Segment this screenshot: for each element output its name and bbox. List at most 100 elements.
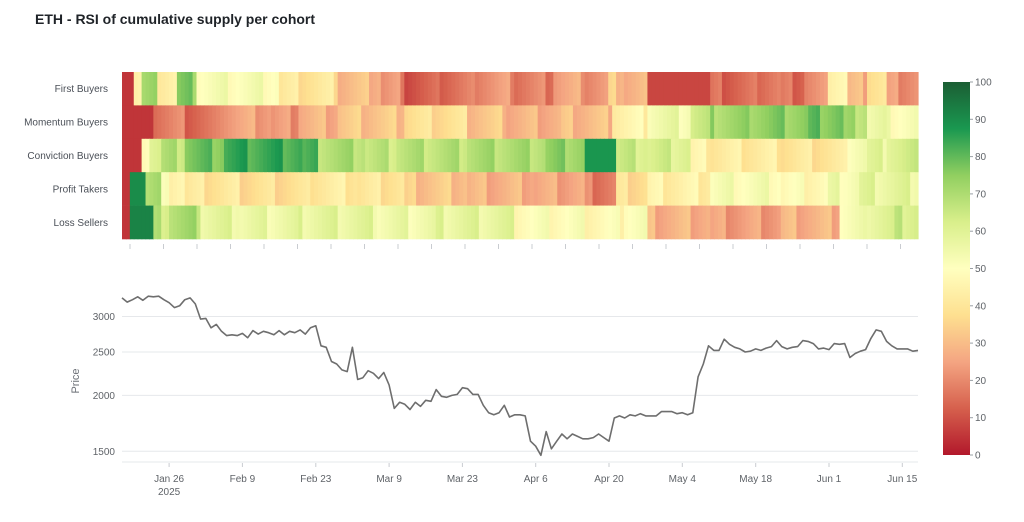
heatmap-cell bbox=[914, 72, 919, 106]
heatmap-cell bbox=[220, 105, 225, 140]
heatmap-cell bbox=[910, 72, 915, 106]
heatmap-cell bbox=[678, 172, 684, 206]
heatmap-cell bbox=[510, 138, 515, 173]
heatmap-cell bbox=[882, 72, 888, 106]
heatmap-cell bbox=[588, 138, 594, 173]
heatmap-cell bbox=[529, 138, 535, 173]
heatmap-cell bbox=[133, 105, 139, 140]
heatmap-cell bbox=[192, 172, 198, 206]
heatmap-cell bbox=[318, 172, 323, 206]
heatmap-cell bbox=[612, 172, 617, 206]
heatmap-cell bbox=[459, 205, 464, 240]
price-x-tick-label: Feb 9 bbox=[230, 474, 256, 485]
heatmap-cell bbox=[294, 205, 300, 240]
heatmap-cell bbox=[882, 205, 888, 240]
heatmap-cell bbox=[863, 172, 868, 206]
heatmap-cell bbox=[878, 138, 884, 173]
heatmap-cell bbox=[243, 205, 249, 240]
heatmap-cell bbox=[855, 205, 860, 240]
heatmap-cell bbox=[639, 72, 645, 106]
heatmap-cell bbox=[655, 72, 660, 106]
price-y-tick-label: 2500 bbox=[93, 348, 116, 359]
heatmap-cell bbox=[659, 105, 664, 140]
heatmap-cell bbox=[584, 105, 590, 140]
heatmap-cell bbox=[521, 138, 527, 173]
heatmap-cell bbox=[572, 172, 578, 206]
heatmap-cell bbox=[808, 172, 813, 206]
heatmap-cell bbox=[627, 172, 633, 206]
heatmap-cell bbox=[321, 72, 327, 106]
heatmap-cell bbox=[804, 138, 809, 173]
heatmap-cell bbox=[525, 105, 531, 140]
heatmap-cell bbox=[200, 72, 205, 106]
heatmap-cell bbox=[706, 72, 711, 106]
heatmap-cell bbox=[200, 172, 205, 206]
heatmap-cell bbox=[192, 105, 198, 140]
heatmap-cell bbox=[455, 105, 460, 140]
heatmap-cell bbox=[604, 105, 609, 140]
heatmap-cell bbox=[670, 205, 676, 240]
heatmap-cell bbox=[271, 72, 276, 106]
heatmap-cell bbox=[184, 172, 190, 206]
heatmap-cell bbox=[690, 205, 696, 240]
heatmap-cell bbox=[180, 138, 186, 173]
heatmap-cell bbox=[823, 72, 829, 106]
heatmap-cell bbox=[329, 105, 335, 140]
heatmap-cell bbox=[274, 72, 280, 106]
heatmap-cell bbox=[467, 172, 472, 206]
heatmap-cell bbox=[835, 138, 841, 173]
heatmap-cell bbox=[137, 172, 143, 206]
price-x-tick-label: Apr 20 bbox=[594, 474, 624, 485]
heatmap-cell bbox=[314, 72, 319, 106]
heatmap-cell bbox=[204, 138, 209, 173]
heatmap-cell bbox=[271, 105, 276, 140]
heatmap-cell bbox=[647, 172, 652, 206]
heatmap-cell bbox=[851, 138, 856, 173]
heatmap-cell bbox=[855, 138, 860, 173]
heatmap-cell bbox=[506, 172, 511, 206]
heatmap-cell bbox=[204, 205, 209, 240]
heatmap-cell bbox=[361, 105, 366, 140]
heatmap-cell bbox=[384, 138, 390, 173]
heatmap-cell bbox=[710, 105, 715, 140]
heatmap-cell bbox=[310, 105, 315, 140]
heatmap-cell bbox=[333, 138, 339, 173]
heatmap-cell bbox=[702, 105, 707, 140]
heatmap-cell bbox=[431, 138, 437, 173]
heatmap-cell bbox=[521, 205, 527, 240]
heatmap-cell bbox=[600, 72, 605, 106]
heatmap-cell bbox=[345, 172, 351, 206]
heatmap-cell bbox=[631, 72, 637, 106]
heatmap-cell bbox=[635, 138, 641, 173]
heatmap-cell bbox=[670, 172, 676, 206]
heatmap-cell bbox=[141, 138, 147, 173]
heatmap-cell bbox=[227, 172, 233, 206]
heatmap-cell bbox=[545, 105, 551, 140]
heatmap-cell bbox=[886, 138, 892, 173]
heatmap-cell bbox=[423, 72, 429, 106]
heatmap-cell bbox=[474, 105, 480, 140]
heatmap-cell bbox=[165, 205, 170, 240]
heatmap-cell bbox=[831, 72, 837, 106]
heatmap-cell bbox=[694, 205, 700, 240]
heatmap-cell bbox=[859, 72, 864, 106]
heatmap-cell bbox=[345, 138, 351, 173]
heatmap-cell bbox=[369, 205, 374, 240]
heatmap-cell bbox=[341, 105, 347, 140]
heatmap-cell bbox=[298, 72, 303, 106]
heatmap-cell bbox=[788, 172, 794, 206]
heatmap-cell bbox=[384, 172, 390, 206]
heatmap-cell bbox=[196, 172, 202, 206]
heatmap-cell bbox=[192, 205, 198, 240]
heatmap-cell bbox=[212, 105, 217, 140]
heatmap-cell bbox=[749, 205, 754, 240]
heatmap-cell bbox=[470, 72, 476, 106]
heatmap-cell bbox=[698, 205, 703, 240]
heatmap-cell bbox=[494, 105, 500, 140]
heatmap-cell bbox=[690, 172, 696, 206]
price-y-ticks: 1500 2000 2500 3000 bbox=[93, 312, 116, 458]
heatmap-cell bbox=[298, 138, 303, 173]
heatmap-cell bbox=[447, 172, 452, 206]
price-x-tick-label: Feb 23 bbox=[300, 474, 332, 485]
